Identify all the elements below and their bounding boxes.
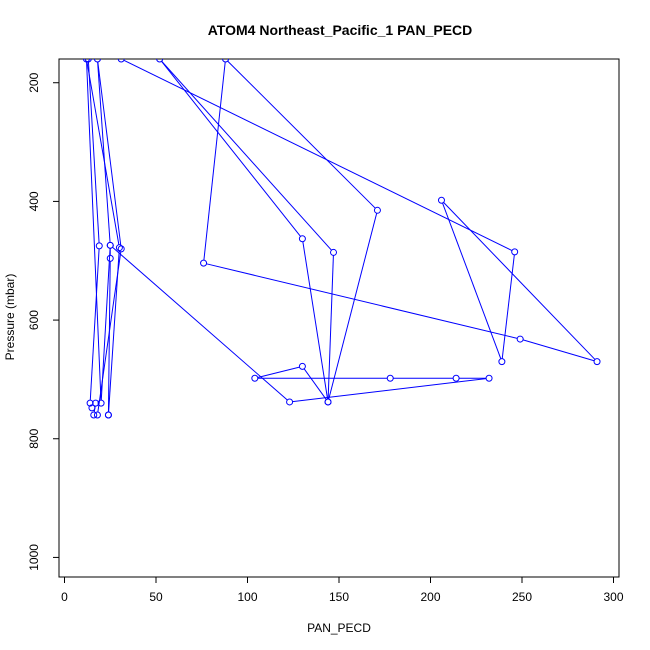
data-point bbox=[593, 358, 601, 366]
series-segment bbox=[100, 248, 111, 401]
data-point bbox=[82, 59, 90, 63]
series-segment bbox=[161, 60, 332, 251]
chart-title: ATOM4 Northeast_Pacific_1 PAN_PECD bbox=[208, 22, 473, 38]
x-tick-label: 100 bbox=[237, 590, 257, 604]
data-point bbox=[97, 399, 105, 407]
data-point bbox=[104, 411, 112, 419]
data-point bbox=[330, 248, 338, 256]
y-tick-label: 1000 bbox=[27, 544, 41, 571]
series-segment bbox=[227, 60, 376, 209]
series-segment bbox=[86, 61, 120, 245]
x-tick-label: 200 bbox=[420, 590, 440, 604]
series-segment bbox=[443, 202, 596, 360]
series-segment bbox=[327, 255, 334, 399]
data-point bbox=[117, 59, 125, 63]
data-point bbox=[156, 59, 164, 63]
series-segment bbox=[522, 339, 595, 362]
y-tick-label: 400 bbox=[27, 191, 41, 211]
series-segment bbox=[203, 61, 226, 261]
data-point bbox=[95, 242, 103, 250]
data-point bbox=[498, 358, 506, 366]
x-axis: 0 50 100 150 200 250 300 bbox=[61, 576, 624, 604]
series-segment bbox=[89, 248, 100, 401]
series-segment bbox=[302, 241, 329, 400]
series-segment bbox=[87, 61, 100, 243]
data-point bbox=[93, 59, 101, 63]
series-segment bbox=[161, 61, 301, 237]
data-point bbox=[106, 241, 114, 249]
y-tick-label: 200 bbox=[27, 72, 41, 92]
data-point bbox=[511, 248, 519, 256]
series-segment bbox=[442, 202, 502, 359]
data-point bbox=[485, 374, 493, 382]
series-segment bbox=[97, 61, 111, 243]
x-tick-label: 150 bbox=[329, 590, 349, 604]
series-segment bbox=[328, 213, 378, 400]
data-point bbox=[222, 59, 230, 63]
series-segment bbox=[107, 261, 111, 413]
series-segment bbox=[501, 254, 515, 359]
series-segment bbox=[206, 263, 518, 339]
x-tick-label: 300 bbox=[603, 590, 623, 604]
data-point bbox=[516, 335, 524, 343]
x-axis-label: PAN_PECD bbox=[307, 621, 371, 635]
series-segment bbox=[108, 250, 120, 413]
series-segment bbox=[97, 61, 122, 246]
data-point bbox=[286, 398, 294, 406]
data-point bbox=[386, 374, 394, 382]
data-point bbox=[106, 254, 114, 262]
series-segment bbox=[257, 366, 300, 378]
series-segment bbox=[303, 368, 327, 400]
series-segment bbox=[112, 246, 288, 401]
data-point bbox=[251, 374, 259, 382]
data-point bbox=[200, 259, 208, 267]
data-point bbox=[92, 399, 100, 407]
data-point bbox=[90, 411, 98, 419]
series-segment bbox=[123, 59, 513, 251]
y-axis-label: Pressure (mbar) bbox=[3, 274, 17, 361]
data-point bbox=[86, 399, 94, 407]
x-tick-label: 50 bbox=[149, 590, 163, 604]
x-tick-label: 0 bbox=[61, 590, 68, 604]
series-segment bbox=[86, 61, 102, 401]
y-tick-label: 800 bbox=[27, 428, 41, 448]
data-point bbox=[115, 244, 123, 252]
data-point bbox=[324, 398, 332, 406]
data-point bbox=[298, 235, 306, 243]
data-point bbox=[117, 245, 125, 253]
data-point bbox=[84, 59, 92, 63]
series-layer bbox=[82, 59, 601, 419]
data-point bbox=[373, 206, 381, 214]
data-point bbox=[437, 196, 445, 204]
data-point bbox=[93, 411, 101, 419]
series-segment bbox=[292, 378, 487, 403]
y-tick-label: 600 bbox=[27, 310, 41, 330]
data-point bbox=[88, 404, 96, 412]
data-point bbox=[298, 362, 306, 370]
data-point bbox=[452, 374, 460, 382]
plot-frame bbox=[58, 58, 620, 578]
x-tick-label: 250 bbox=[512, 590, 532, 604]
y-axis: 200 400 600 800 1000 bbox=[27, 72, 60, 571]
